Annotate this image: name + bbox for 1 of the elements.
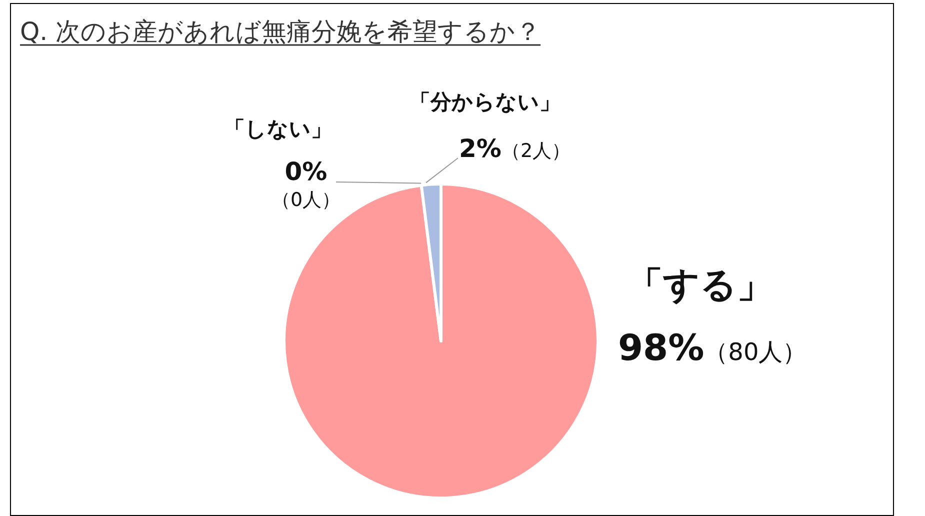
title: Q. 次のお産があれば無痛分娩を希望するか？: [20, 17, 541, 46]
